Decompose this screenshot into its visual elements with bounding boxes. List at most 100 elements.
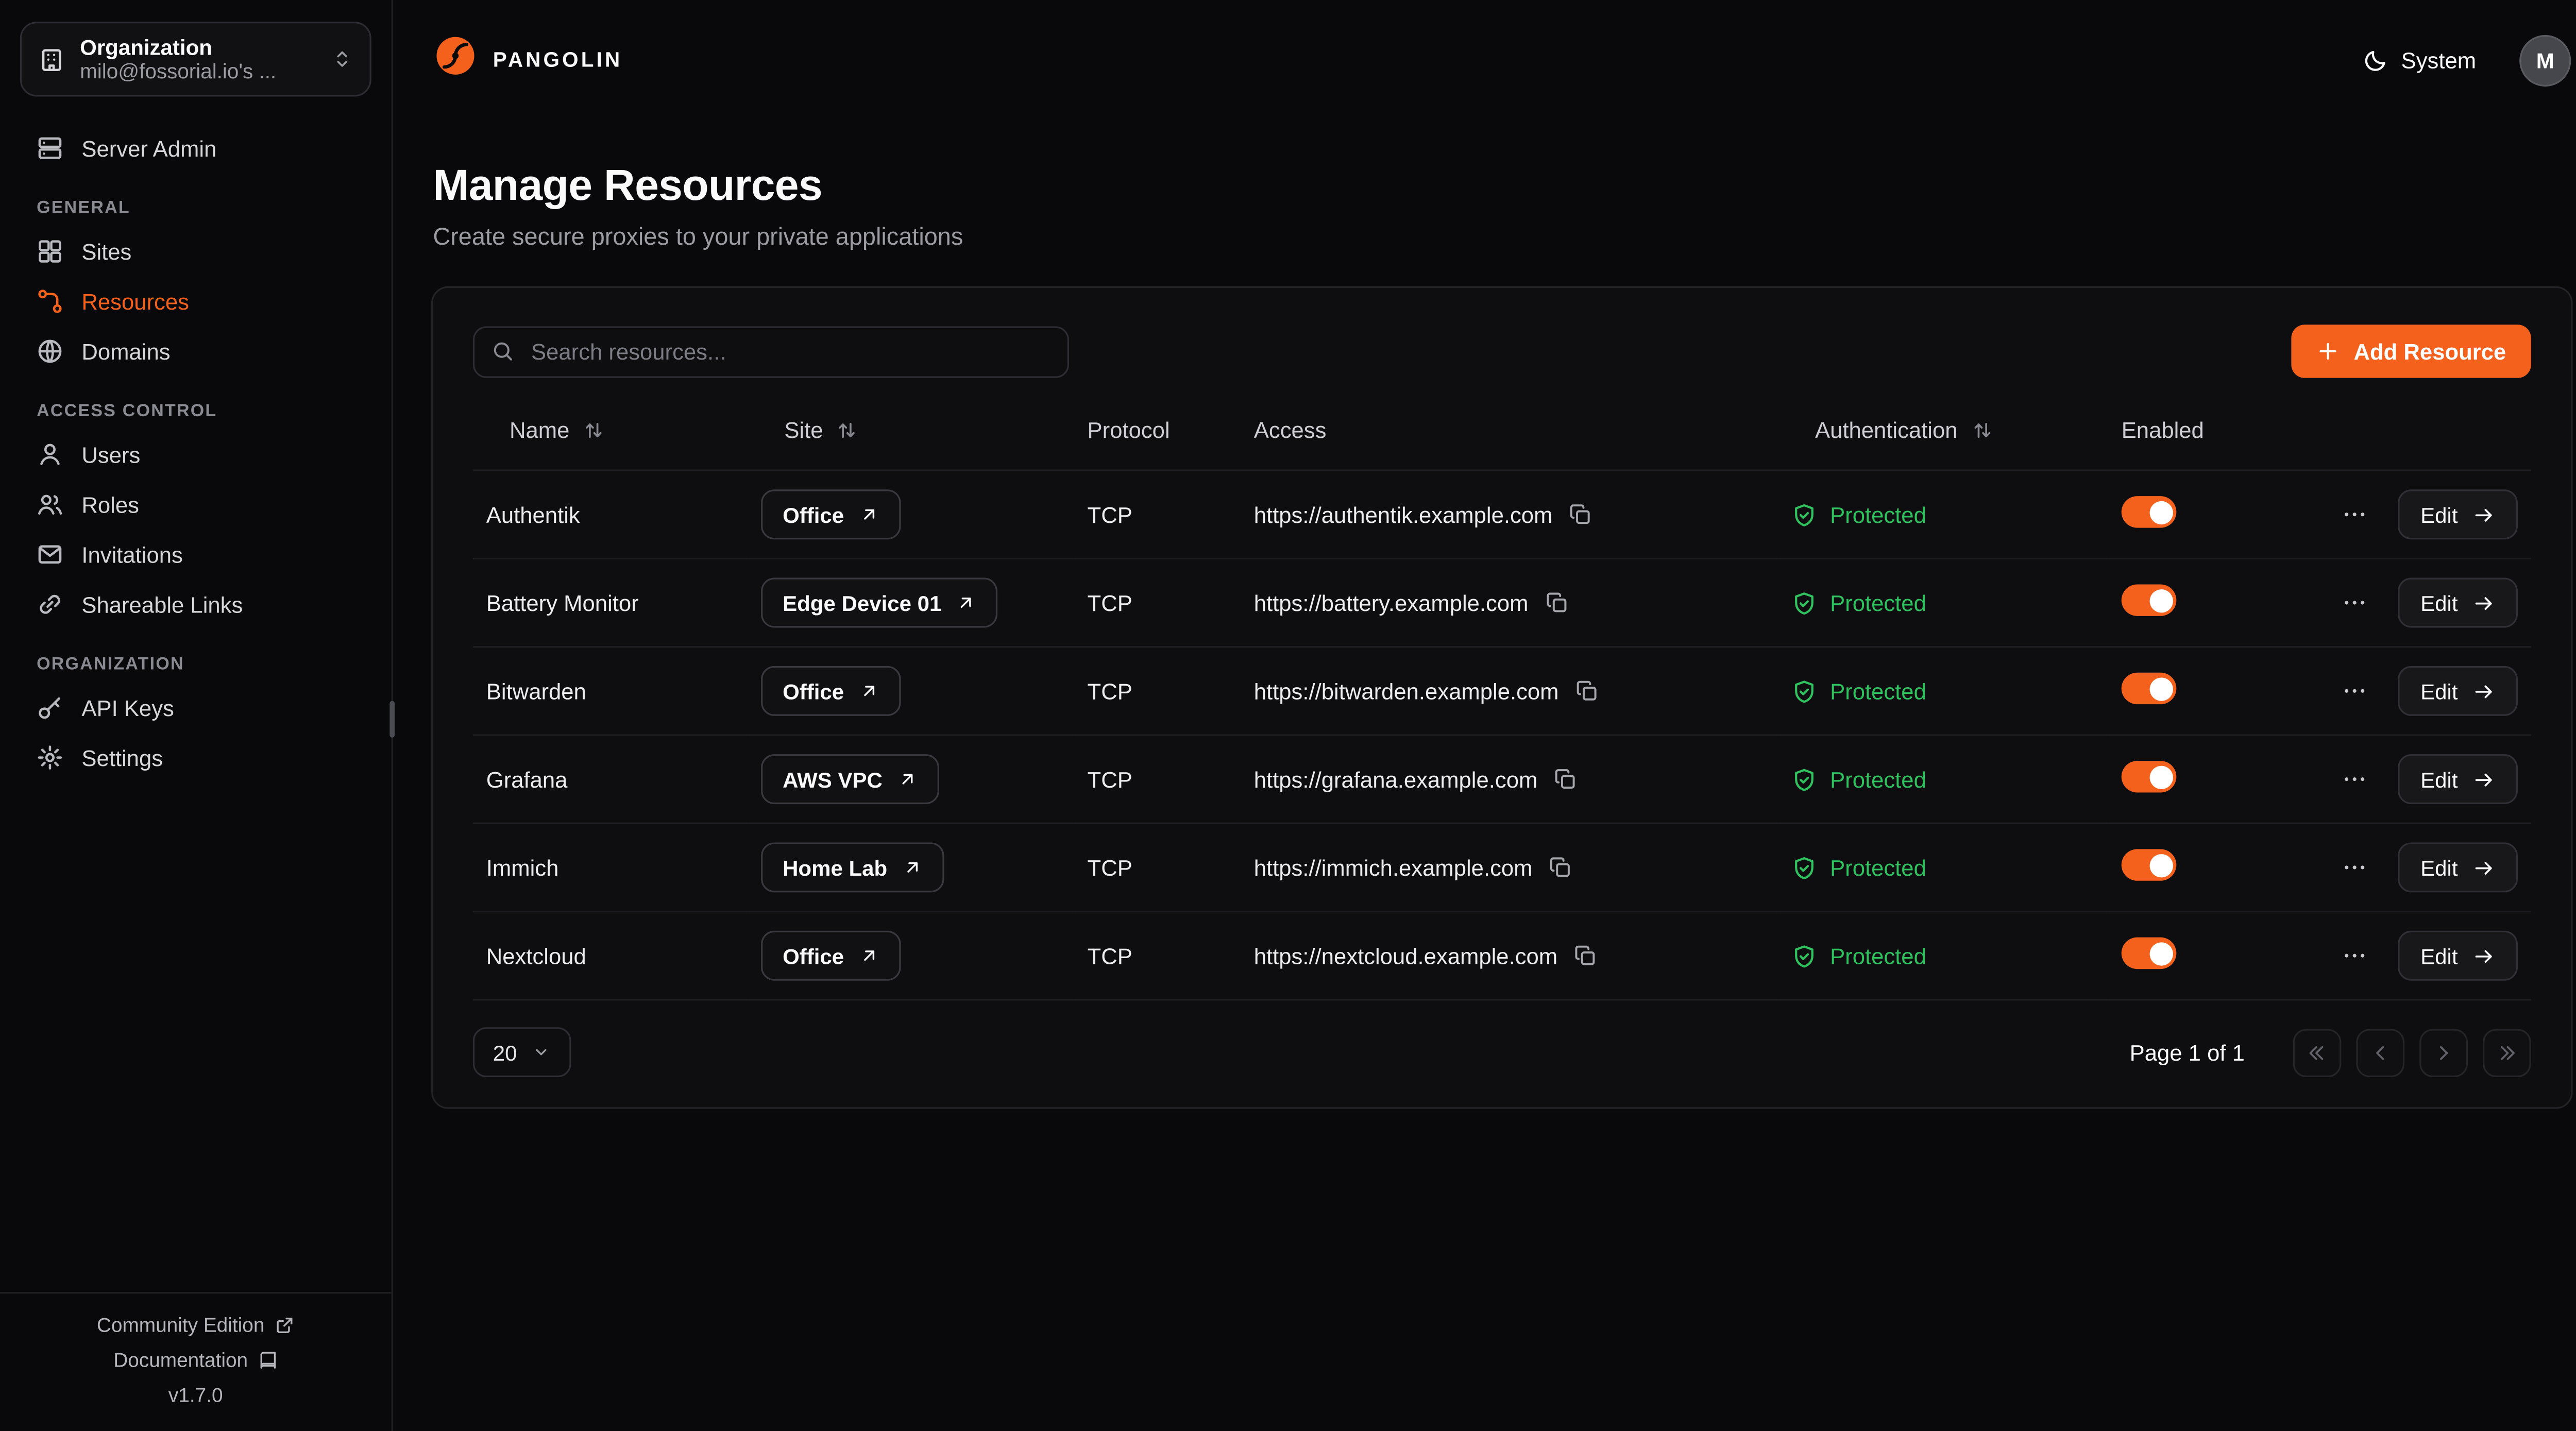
documentation-link[interactable]: Documentation [113,1348,278,1371]
row-menu-button[interactable] [2337,851,2371,884]
page-size-select[interactable]: 20 [472,1027,572,1078]
sort-name[interactable]: Name [496,411,618,449]
org-switcher-value: milo@fossorial.io's ... [80,60,277,83]
copy-url-button[interactable] [1569,503,1592,526]
table-footer: 20 Page 1 of 1 [472,1027,2531,1078]
enabled-toggle[interactable] [2121,496,2177,528]
copy-url-button[interactable] [1549,856,1572,879]
copy-url-button[interactable] [1574,944,1597,967]
plus-icon [2317,339,2340,363]
org-switcher[interactable]: Organization milo@fossorial.io's ... [20,22,371,97]
sidebar-item-domains[interactable]: Domains [20,326,371,376]
auth-status-badge: Protected [1792,590,2095,615]
last-page-button[interactable] [2483,1028,2531,1077]
enabled-toggle[interactable] [2121,849,2177,881]
sidebar-item-resources[interactable]: Resources [20,277,371,327]
search-icon [491,339,514,363]
site-link-button[interactable]: AWS VPC [761,754,939,805]
resource-name: Immich [486,855,559,880]
shield-check-icon [1792,855,1817,880]
sidebar-item-roles[interactable]: Roles [20,480,371,530]
copy-url-button[interactable] [1554,768,1578,791]
arrow-up-right-icon [859,681,879,701]
site-link-button[interactable]: Office [761,930,901,981]
resources-icon [37,288,63,315]
enabled-toggle[interactable] [2121,584,2177,616]
enabled-toggle[interactable] [2121,761,2177,793]
access-url: https://bitwarden.example.com [1253,678,1559,704]
next-page-button[interactable] [2419,1028,2468,1077]
site-link-button[interactable]: Office [761,489,901,540]
enabled-toggle[interactable] [2121,672,2177,705]
enabled-toggle[interactable] [2121,937,2177,969]
first-page-button[interactable] [2293,1028,2342,1077]
row-menu-button[interactable] [2337,498,2371,531]
row-menu-button[interactable] [2337,939,2371,973]
shield-check-icon [1792,678,1817,703]
search-input[interactable] [472,325,1070,378]
sort-site[interactable]: Site [771,411,871,449]
arrow-right-icon [2473,857,2495,878]
edit-button[interactable]: Edit [2397,842,2518,893]
org-switcher-label: Organization [80,35,212,60]
key-icon [37,694,63,721]
sidebar-item-sites[interactable]: Sites [20,227,371,277]
arrow-up-right-icon [859,946,879,966]
arrow-up-right-icon [859,504,879,524]
mail-icon [37,541,63,568]
protocol-value: TCP [1087,502,1132,527]
sort-authentication[interactable]: Authentication [1802,411,2006,449]
edit-button[interactable]: Edit [2397,666,2518,716]
chevrons-left-icon [2306,1042,2328,1063]
sidebar-item-api-keys[interactable]: API Keys [20,683,371,732]
brand-name: PANGOLIN [493,48,623,72]
resource-name: Bitwarden [486,678,586,704]
sidebar-item-users[interactable]: Users [20,430,371,480]
user-icon [37,441,63,468]
row-menu-button[interactable] [2337,674,2371,708]
table-row: Authentik Office TCP https://authentik.e… [472,469,2531,559]
edit-button[interactable]: Edit [2397,489,2518,540]
theme-toggle-button[interactable]: System [2353,46,2486,74]
copy-icon [1549,856,1572,879]
arrow-right-icon [2473,592,2495,614]
row-menu-button[interactable] [2337,762,2371,796]
edit-button[interactable]: Edit [2397,754,2518,805]
sidebar-resize-handle[interactable] [389,701,395,738]
table-row: Battery Monitor Edge Device 01 TCP https… [472,557,2531,647]
sidebar-footer: Community Edition Documentation v1.7.0 [0,1291,392,1431]
protocol-value: TCP [1087,943,1132,968]
auth-status-badge: Protected [1792,678,2095,704]
resources-table: Name Site Protocol Access Authentication Enab… [472,404,2531,1001]
community-edition-link[interactable]: Community Edition [97,1313,295,1336]
sidebar-item-invitations[interactable]: Invitations [20,530,371,580]
shield-check-icon [1792,590,1817,615]
row-menu-button[interactable] [2337,586,2371,620]
column-header-enabled: Enabled [2121,418,2204,443]
sidebar-item-shareable-links[interactable]: Shareable Links [20,580,371,629]
access-url: https://grafana.example.com [1253,766,1538,792]
copy-url-button[interactable] [1545,591,1568,614]
brand: PANGOLIN [433,33,622,87]
resources-card: Add Resource Name Site Protocol Access Authe… [431,286,2573,1109]
sidebar-item-server-admin[interactable]: Server Admin [20,123,371,173]
resource-name: Battery Monitor [486,590,639,616]
copy-url-button[interactable] [1575,679,1599,703]
access-url: https://immich.example.com [1253,855,1533,880]
ellipsis-icon [2341,677,2367,704]
site-link-button[interactable]: Office [761,666,901,716]
protocol-value: TCP [1087,678,1132,704]
site-link-button[interactable]: Edge Device 01 [761,577,998,628]
auth-status-badge: Protected [1792,766,2095,792]
access-url: https://battery.example.com [1253,590,1529,616]
edit-button[interactable]: Edit [2397,577,2518,628]
table-row: Grafana AWS VPC TCP https://grafana.exam… [472,734,2531,824]
add-resource-button[interactable]: Add Resource [2292,325,2531,378]
sidebar-item-settings[interactable]: Settings [20,732,371,782]
chevron-right-icon [2433,1042,2454,1063]
section-title: ORGANIZATION [37,654,184,675]
edit-button[interactable]: Edit [2397,930,2518,981]
avatar[interactable]: M [2519,34,2571,86]
site-link-button[interactable]: Home Lab [761,842,944,893]
previous-page-button[interactable] [2356,1028,2405,1077]
